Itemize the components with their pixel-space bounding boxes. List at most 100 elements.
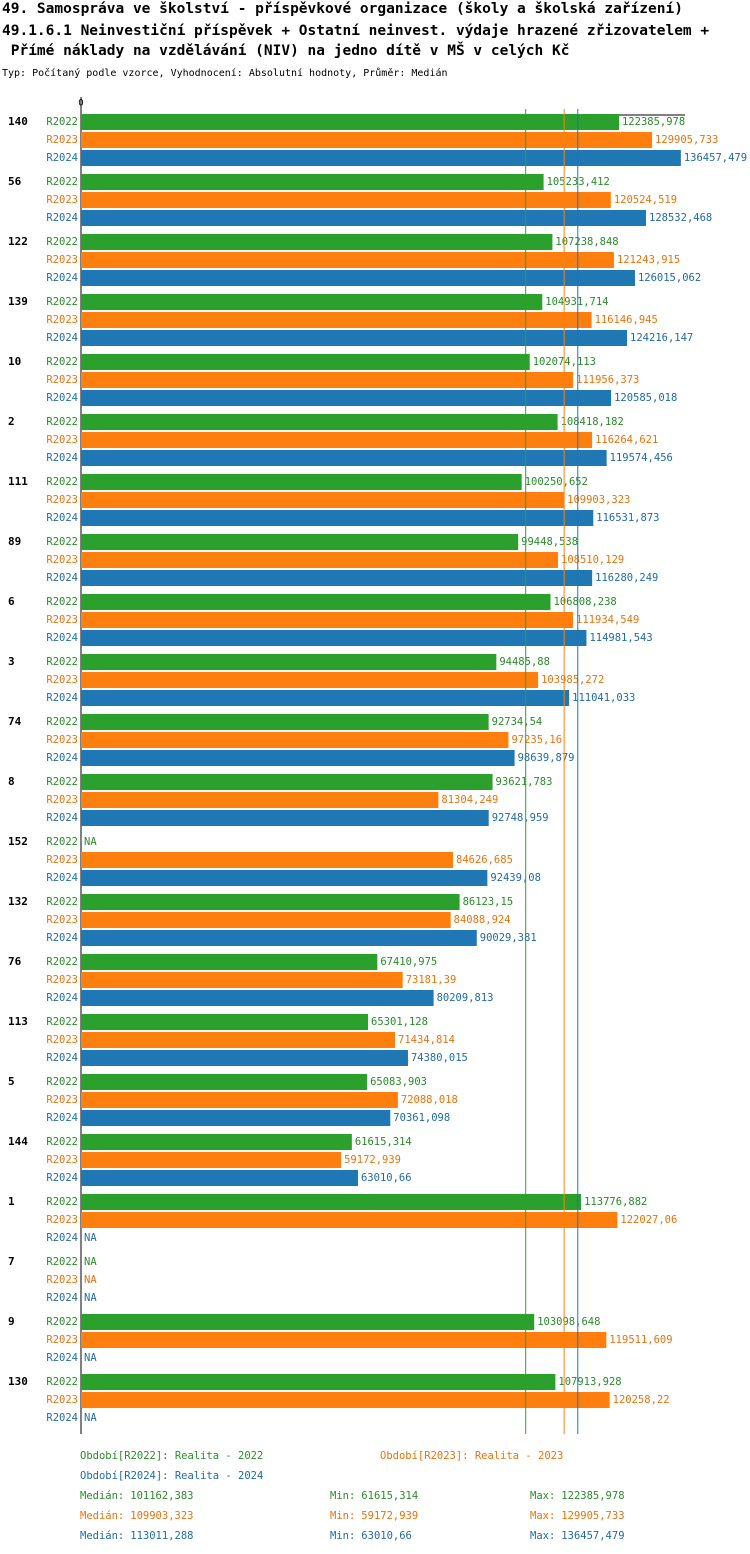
series-label: R2023 bbox=[46, 434, 78, 446]
value-label: NA bbox=[84, 1292, 97, 1304]
value-label: 92734,54 bbox=[492, 716, 543, 728]
value-label: 120524,519 bbox=[614, 194, 677, 206]
value-label: 84626,685 bbox=[456, 854, 513, 866]
category-label: 132 bbox=[8, 895, 28, 908]
series-label: R2022 bbox=[46, 536, 78, 548]
stat-name: Min: bbox=[330, 1510, 355, 1522]
bar bbox=[81, 810, 489, 826]
category-label: 9 bbox=[8, 1315, 15, 1328]
value-label: 107238,848 bbox=[555, 236, 618, 248]
legend-entry: Období[R2023]: Realita - 2023 bbox=[380, 1450, 563, 1462]
stat-name: Medián: bbox=[80, 1530, 124, 1542]
bar bbox=[81, 732, 509, 748]
value-label: NA bbox=[84, 1412, 97, 1424]
series-label: R2022 bbox=[46, 956, 78, 968]
stat-text: Min: 63010,66 bbox=[330, 1530, 412, 1542]
series-label: R2024 bbox=[46, 152, 78, 164]
series-label: R2022 bbox=[46, 1016, 78, 1028]
series-label: R2022 bbox=[46, 416, 78, 428]
category-label: 113 bbox=[8, 1015, 28, 1028]
bar bbox=[81, 1314, 535, 1330]
value-label: 67410,975 bbox=[380, 956, 437, 968]
bar bbox=[81, 234, 553, 250]
category-label: 3 bbox=[8, 655, 15, 668]
stat-text: Min: 59172,939 bbox=[330, 1510, 418, 1522]
bar bbox=[81, 414, 558, 430]
value-label: NA bbox=[84, 1352, 97, 1364]
value-label: 100250,652 bbox=[525, 476, 588, 488]
value-label: 84088,924 bbox=[454, 914, 511, 926]
bar bbox=[81, 792, 439, 808]
value-label: 104931,714 bbox=[545, 296, 608, 308]
category-label: 139 bbox=[8, 295, 28, 308]
value-label: 108418,182 bbox=[561, 416, 624, 428]
series-label: R2022 bbox=[46, 596, 78, 608]
series-label: R2022 bbox=[46, 716, 78, 728]
value-label: 97235,16 bbox=[511, 734, 562, 746]
bar bbox=[81, 750, 515, 766]
bar bbox=[81, 1110, 391, 1126]
series-label: R2023 bbox=[46, 1154, 78, 1166]
bar bbox=[81, 1392, 610, 1408]
series-label: R2024 bbox=[46, 992, 78, 1004]
series-label: R2023 bbox=[46, 1094, 78, 1106]
stat-name: Max: bbox=[530, 1530, 555, 1542]
series-label: R2024 bbox=[46, 1352, 78, 1364]
category-label: 74 bbox=[8, 715, 22, 728]
legend-entry: Období[R2022]: Realita - 2022 bbox=[80, 1450, 263, 1462]
category-label: 152 bbox=[8, 835, 28, 848]
bar bbox=[81, 672, 539, 688]
value-label: 128532,468 bbox=[649, 212, 712, 224]
series-label: R2024 bbox=[46, 812, 78, 824]
series-label: R2023 bbox=[46, 1394, 78, 1406]
value-label: 63010,66 bbox=[361, 1172, 412, 1184]
bar bbox=[81, 492, 565, 508]
value-label: 94485,88 bbox=[499, 656, 550, 668]
series-label: R2022 bbox=[46, 116, 78, 128]
value-label: 116264,621 bbox=[595, 434, 658, 446]
series-label: R2024 bbox=[46, 512, 78, 524]
value-label: 81304,249 bbox=[441, 794, 498, 806]
series-label: R2022 bbox=[46, 356, 78, 368]
value-label: NA bbox=[84, 1274, 97, 1286]
value-label: 111956,373 bbox=[576, 374, 639, 386]
bar bbox=[81, 954, 378, 970]
value-label: 124216,147 bbox=[630, 332, 693, 344]
series-label: R2024 bbox=[46, 392, 78, 404]
value-label: 114981,543 bbox=[589, 632, 652, 644]
stat-name: Min: bbox=[330, 1490, 355, 1502]
stat-value: 61615,314 bbox=[361, 1490, 418, 1502]
series-label: R2023 bbox=[46, 134, 78, 146]
value-label: 113776,882 bbox=[584, 1196, 647, 1208]
bar bbox=[81, 972, 403, 988]
stat-name: Medián: bbox=[80, 1490, 124, 1502]
stat-name: Min: bbox=[330, 1530, 355, 1542]
bar bbox=[81, 474, 522, 490]
value-label: 65301,128 bbox=[371, 1016, 428, 1028]
bar bbox=[81, 1092, 398, 1108]
bar bbox=[81, 714, 489, 730]
bar bbox=[81, 1374, 556, 1390]
bar bbox=[81, 132, 653, 148]
series-label: R2022 bbox=[46, 1136, 78, 1148]
bar bbox=[81, 570, 593, 586]
bar bbox=[81, 1194, 582, 1210]
category-label: 122 bbox=[8, 235, 28, 248]
value-label: 71434,814 bbox=[398, 1034, 455, 1046]
bar bbox=[81, 912, 451, 928]
stat-value: 59172,939 bbox=[361, 1510, 418, 1522]
series-label: R2023 bbox=[46, 914, 78, 926]
bar bbox=[81, 372, 574, 388]
value-label: 119511,609 bbox=[609, 1334, 672, 1346]
value-label: NA bbox=[84, 836, 97, 848]
series-label: R2022 bbox=[46, 476, 78, 488]
category-label: 130 bbox=[8, 1375, 28, 1388]
bar bbox=[81, 894, 460, 910]
stat-text: Max: 136457,479 bbox=[530, 1530, 625, 1542]
bar bbox=[81, 192, 611, 208]
chart-title: Přímé náklady na vzdělávání (NIV) na jed… bbox=[2, 41, 569, 59]
series-label: R2022 bbox=[46, 236, 78, 248]
bar bbox=[81, 870, 488, 886]
value-label: 111041,033 bbox=[572, 692, 635, 704]
value-label: 109903,323 bbox=[567, 494, 630, 506]
